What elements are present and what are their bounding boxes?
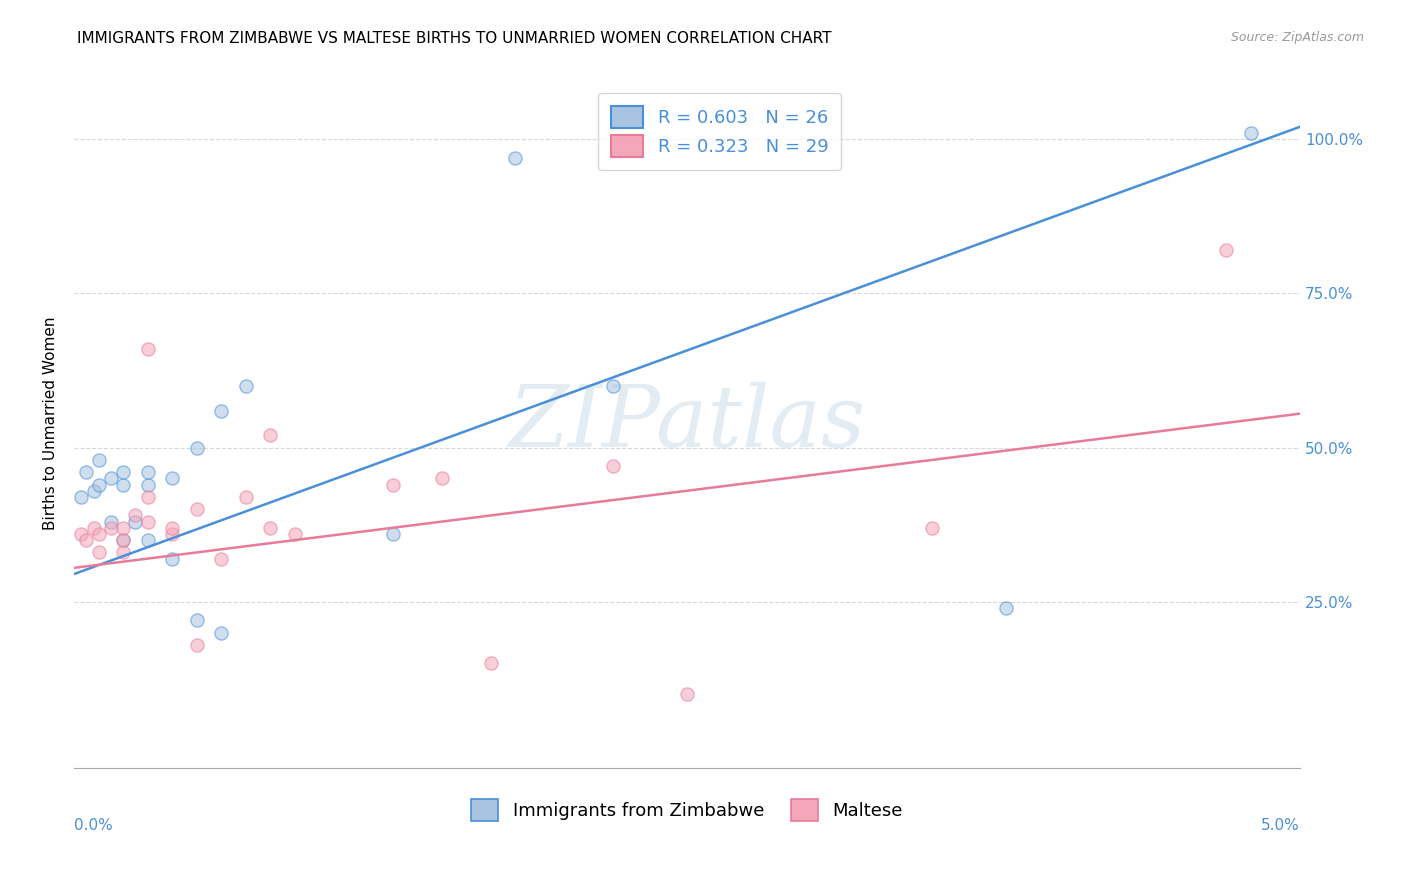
Point [83,521,105,535]
Point [160,471,183,485]
Point [602,379,624,393]
Point [136,533,159,547]
Legend: Immigrants from Zimbabwe, Maltese: Immigrants from Zimbabwe, Maltese [464,792,910,829]
Text: 5.0%: 5.0% [1261,818,1301,833]
Point [87,527,110,541]
Point [100,471,122,485]
Point [112,465,135,479]
Point [83,483,105,498]
Point [602,459,624,474]
Point [1240,126,1263,140]
Point [430,471,453,485]
Point [87,477,110,491]
Point [186,613,208,627]
Point [75,465,97,479]
Point [209,625,232,640]
Point [136,465,159,479]
Point [186,638,208,652]
Point [136,515,159,529]
Text: 0.0%: 0.0% [75,818,112,833]
Point [112,533,135,547]
Point [259,428,281,442]
Point [124,508,146,523]
Point [209,403,232,417]
Point [112,521,135,535]
Point [186,441,208,455]
Point [160,521,183,535]
Point [100,515,122,529]
Point [112,477,135,491]
Point [676,687,699,701]
Point [136,342,159,356]
Text: Source: ZipAtlas.com: Source: ZipAtlas.com [1230,31,1364,45]
Point [136,490,159,504]
Point [100,521,122,535]
Point [70,527,93,541]
Point [381,527,404,541]
Point [284,527,307,541]
Point [136,477,159,491]
Y-axis label: Births to Unmarried Women: Births to Unmarried Women [44,316,58,530]
Point [479,657,502,671]
Point [381,477,404,491]
Point [124,515,146,529]
Point [112,545,135,559]
Point [235,490,257,504]
Point [160,527,183,541]
Point [235,379,257,393]
Point [259,521,281,535]
Point [921,521,943,535]
Text: IMMIGRANTS FROM ZIMBABWE VS MALTESE BIRTHS TO UNMARRIED WOMEN CORRELATION CHART: IMMIGRANTS FROM ZIMBABWE VS MALTESE BIRT… [77,31,832,46]
Point [70,490,93,504]
Point [1215,243,1237,257]
Point [87,545,110,559]
Point [160,551,183,566]
Point [209,551,232,566]
Point [112,533,135,547]
Text: ZIPatlas: ZIPatlas [509,382,866,464]
Point [505,151,527,165]
Point [994,601,1017,615]
Point [186,502,208,516]
Point [75,533,97,547]
Point [87,453,110,467]
